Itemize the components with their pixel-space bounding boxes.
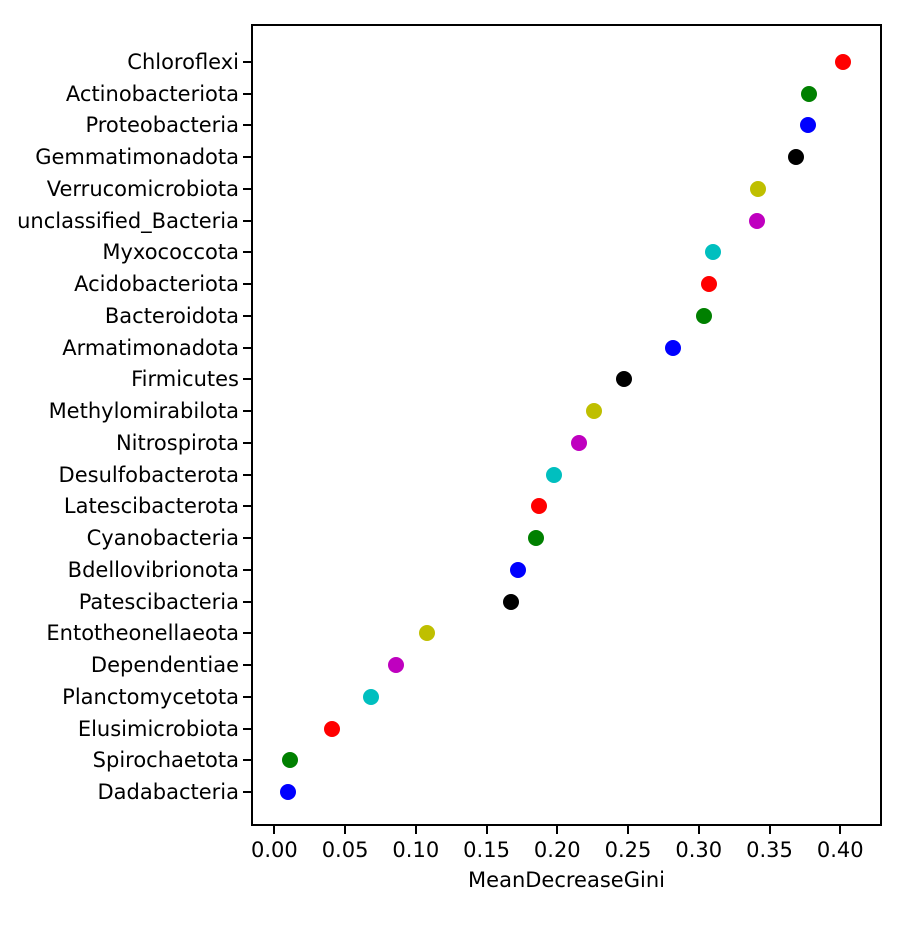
x-tick-mark — [344, 826, 347, 834]
x-tick-label: 0.25 — [604, 838, 652, 862]
data-point-Bdellovibrionota — [509, 561, 526, 578]
data-point-Cyanobacteria — [528, 530, 545, 547]
y-tick-mark — [243, 441, 251, 444]
y-tick-mark — [243, 314, 251, 317]
y-tick-mark — [243, 791, 251, 793]
y-tick-label: Bacteroidota — [104, 303, 239, 328]
plot-area — [251, 24, 882, 826]
y-tick-mark — [243, 727, 251, 730]
y-tick-mark — [243, 537, 251, 540]
y-tick-mark — [243, 664, 251, 667]
y-tick-mark — [243, 473, 251, 476]
x-tick-mark — [414, 826, 417, 834]
data-point-unclassified_Bacteria — [748, 212, 765, 229]
x-tick-label: 0.15 — [463, 838, 510, 862]
x-tick-mark — [273, 826, 276, 834]
data-point-Firmicutes — [615, 371, 632, 388]
data-point-Dadabacteria — [280, 784, 297, 800]
y-tick-label: Nitrospirota — [115, 430, 239, 455]
data-point-Verrucomicrobiota — [750, 180, 767, 197]
y-tick-mark — [243, 568, 251, 571]
y-tick-mark — [243, 283, 251, 286]
y-tick-mark — [243, 378, 251, 381]
y-tick-mark — [243, 759, 251, 762]
data-point-Entotheonellaeota — [419, 625, 436, 642]
y-tick-label: Entotheonellaeota — [46, 621, 239, 646]
data-point-Gemmatimonadota — [788, 149, 805, 166]
y-tick-mark — [243, 156, 251, 159]
y-tick-label: Spirochaetota — [92, 748, 239, 773]
data-point-Acidobacteriota — [700, 276, 717, 293]
data-point-Desulfobacterota — [546, 466, 563, 483]
data-point-Dependentiae — [388, 657, 405, 674]
y-tick-label: Dadabacteria — [97, 780, 239, 804]
data-point-Chloroflexi — [835, 54, 852, 70]
y-tick-label: Armatimonadota — [62, 335, 239, 360]
data-point-Nitrospirota — [570, 434, 587, 451]
y-tick-label: Patescibacteria — [78, 589, 239, 614]
x-tick-label: 0.10 — [392, 838, 440, 862]
y-tick-mark — [243, 187, 251, 190]
y-tick-label: Planctomycetota — [62, 684, 239, 709]
x-tick-mark — [697, 826, 700, 834]
y-tick-mark — [243, 695, 251, 698]
y-tick-label: Proteobacteria — [85, 113, 239, 138]
data-point-Actinobacteriota — [801, 85, 818, 102]
x-tick-mark — [839, 826, 842, 834]
y-tick-label: Verrucomicrobiota — [46, 176, 239, 201]
y-tick-mark — [243, 410, 251, 413]
data-point-Bacteroidota — [696, 307, 713, 324]
x-axis-title: MeanDecreaseGini — [468, 868, 665, 892]
x-tick-mark — [556, 826, 559, 834]
y-tick-mark — [243, 346, 251, 349]
y-tick-label: Actinobacteriota — [65, 81, 239, 106]
data-point-Latescibacterota — [530, 498, 547, 515]
x-tick-label: 0.20 — [533, 838, 581, 862]
data-point-Methylomirabilota — [586, 403, 603, 420]
y-tick-label: Firmicutes — [131, 367, 239, 392]
y-tick-label: Myxococcota — [102, 240, 239, 265]
y-tick-mark — [243, 61, 251, 63]
y-tick-mark — [243, 505, 251, 508]
x-tick-mark — [485, 826, 488, 834]
y-tick-label: Desulfobacterota — [58, 462, 239, 487]
x-tick-label: 0.35 — [746, 838, 793, 862]
y-tick-label: Acidobacteriota — [74, 272, 239, 297]
x-tick-mark — [627, 826, 630, 834]
data-point-Armatimonadota — [665, 339, 682, 356]
y-tick-mark — [243, 600, 251, 603]
y-tick-label: Chloroflexi — [127, 50, 239, 74]
y-tick-label: Gemmatimonadota — [35, 145, 239, 170]
y-tick-label: Bdellovibrionota — [67, 557, 239, 582]
y-tick-label: Dependentiae — [90, 653, 239, 678]
data-point-Myxococcota — [704, 244, 721, 261]
y-tick-label: Cyanobacteria — [86, 526, 239, 551]
y-tick-label: Elusimicrobiota — [77, 716, 239, 741]
x-tick-label: 0.00 — [250, 838, 298, 862]
y-tick-mark — [243, 124, 251, 127]
y-tick-mark — [243, 92, 251, 95]
data-point-Planctomycetota — [362, 688, 379, 705]
data-point-Spirochaetota — [281, 752, 298, 769]
x-tick-label: 0.05 — [321, 838, 369, 862]
x-tick-label: 0.30 — [675, 838, 723, 862]
data-point-Elusimicrobiota — [324, 720, 341, 737]
y-tick-label: Methylomirabilota — [48, 399, 239, 424]
y-tick-label: Latescibacterota — [63, 494, 239, 519]
data-point-Patescibacteria — [502, 593, 519, 610]
x-tick-mark — [768, 826, 771, 834]
data-point-Proteobacteria — [799, 117, 816, 134]
x-tick-label: 0.40 — [816, 838, 864, 862]
y-tick-label: unclassified_Bacteria — [17, 208, 239, 233]
y-tick-mark — [243, 632, 251, 635]
y-tick-mark — [243, 219, 251, 222]
y-tick-mark — [243, 251, 251, 254]
